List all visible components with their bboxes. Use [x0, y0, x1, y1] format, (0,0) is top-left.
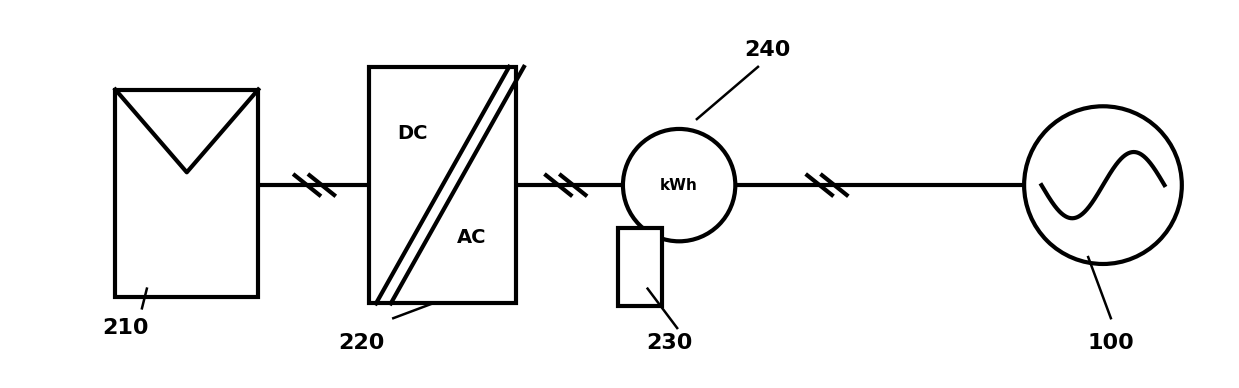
Text: 220: 220 — [338, 333, 385, 353]
Text: AC: AC — [457, 228, 487, 247]
Circle shape — [1025, 106, 1182, 264]
Text: 210: 210 — [102, 318, 149, 338]
Text: 230: 230 — [646, 333, 693, 353]
Circle shape — [623, 129, 735, 241]
Bar — [115, 90, 258, 296]
Text: DC: DC — [398, 124, 429, 142]
Text: 100: 100 — [1088, 333, 1134, 353]
Bar — [369, 67, 517, 303]
Text: kWh: kWh — [660, 178, 698, 192]
Bar — [618, 227, 663, 307]
Text: 240: 240 — [745, 40, 790, 60]
